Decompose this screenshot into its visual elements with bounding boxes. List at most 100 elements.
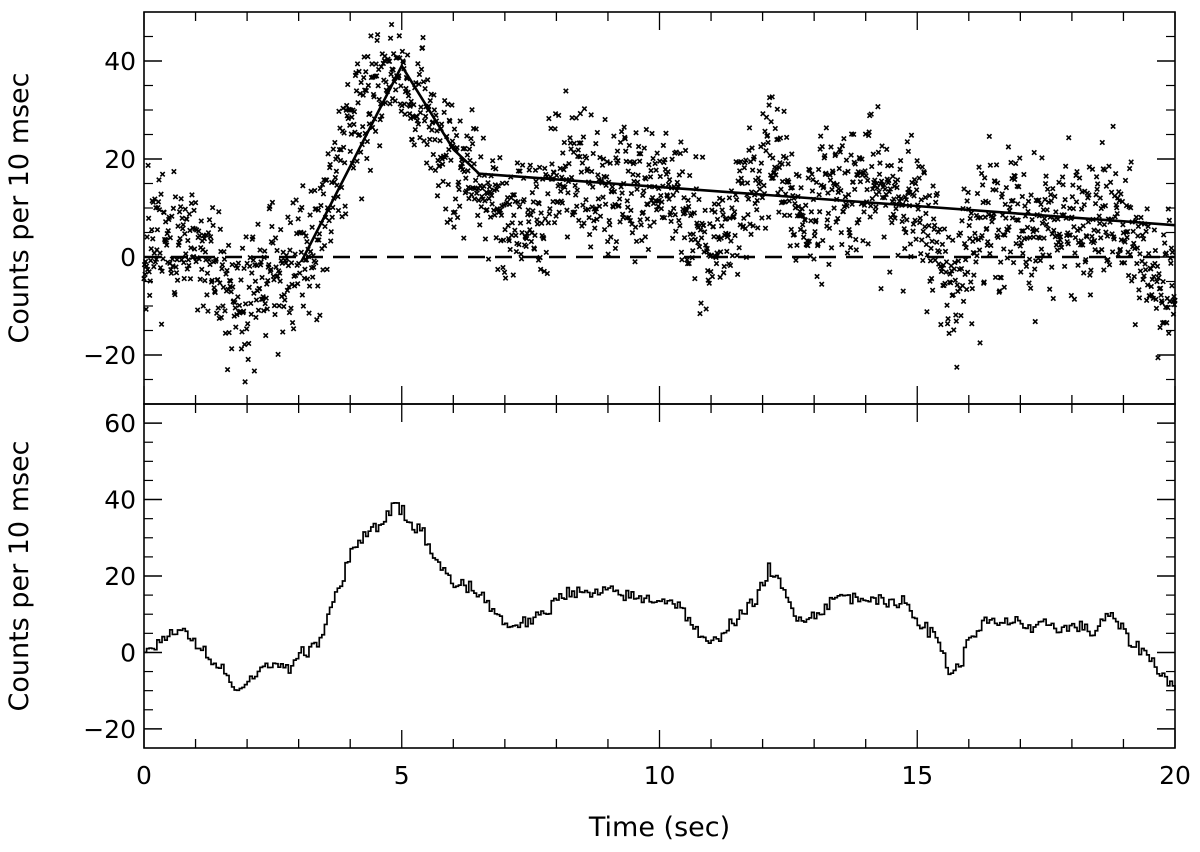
scatter-point [1137,251,1143,257]
scatter-point [358,196,365,202]
scatter-point [813,217,819,224]
scatter-point [797,226,804,233]
scatter-point [449,138,456,144]
scatter-point [911,193,917,199]
scatter-point [939,265,945,272]
scatter-point [1169,249,1176,256]
scatter-point [962,257,969,263]
scatter-point [693,153,699,160]
scatter-point [865,241,871,247]
scatter-point [219,262,226,268]
scatter-point [838,187,844,194]
scatter-point [295,216,301,222]
scatter-point [727,262,734,269]
scatter-point [1045,226,1051,232]
scatter-point [757,186,763,192]
scatter-point [226,329,232,336]
scatter-point [961,240,968,247]
scatter-point [371,93,377,100]
scatter-point [954,364,960,371]
scatter-point [196,232,203,239]
scatter-point [576,217,582,224]
scatter-point [763,114,770,121]
scatter-point [180,221,186,228]
scatter-point [1102,167,1108,173]
scatter-point [1080,270,1087,276]
scatter-point [783,134,790,141]
scatter-point [173,269,180,276]
scatter-point [829,186,835,193]
scatter-point [427,97,434,104]
scatter-point [622,148,629,154]
scatter-point [1157,324,1163,331]
scatter-point [436,162,443,169]
scatter-point [959,282,966,289]
scatter-point [316,231,323,237]
scatter-point [552,110,559,117]
scatter-point [979,232,985,239]
scatter-point [404,52,411,58]
scatter-point [601,226,608,233]
scatter-point [963,286,970,293]
scatter-point [1013,240,1019,247]
scatter-point [260,307,267,314]
scatter-point [589,184,596,190]
scatter-point [759,194,766,201]
scatter-point [492,166,499,172]
scatter-point [1067,232,1074,238]
scatter-point [564,207,570,213]
scatter-point [754,197,761,204]
scatter-point [811,256,817,262]
scatter-point [1163,250,1169,256]
scatter-point [628,190,635,197]
scatter-point [487,214,494,220]
scatter-point [861,202,868,209]
scatter-point [416,81,422,87]
scatter-point [175,223,181,229]
scatter-point [452,209,458,215]
scatter-point [1002,201,1009,208]
scatter-point [1142,261,1148,267]
scatter-point [525,207,532,213]
scatter-point [633,238,640,245]
scatter-point [562,163,569,169]
scatter-point [942,280,948,287]
scatter-point [234,265,241,271]
scatter-point [880,181,887,188]
scatter-point [556,181,563,188]
scatter-point [577,110,584,117]
scatter-point [241,341,248,348]
scatter-point [968,210,975,216]
scatter-point [826,261,832,268]
scatter-point [602,201,609,208]
scatter-point [407,103,413,110]
scatter-point [249,270,255,276]
scatter-point [876,189,882,195]
scatter-point [374,37,380,44]
scatter-point [1143,297,1150,304]
scatter-point [456,203,463,209]
scatter-point [510,272,517,278]
scatter-point [809,188,816,194]
scatter-point [1103,183,1110,189]
scatter-point [501,269,508,276]
scatter-point [390,67,396,73]
scatter-point [202,249,209,255]
scatter-point [491,212,498,218]
scatter-point [696,243,703,250]
scatter-point [1155,274,1162,281]
scatter-point [182,206,189,212]
scatter-point [1140,276,1146,283]
scatter-point [179,215,185,221]
scatter-point [766,102,772,108]
scatter-point [964,198,970,204]
scatter-point [253,314,259,321]
scatter-point [1080,223,1086,229]
scatter-point [180,259,187,266]
scatter-point [227,278,234,284]
scatter-point [512,227,518,234]
scatter-point [510,192,516,198]
scatter-point [399,48,406,55]
scatter-point [931,226,937,233]
scatter-point [235,294,241,300]
